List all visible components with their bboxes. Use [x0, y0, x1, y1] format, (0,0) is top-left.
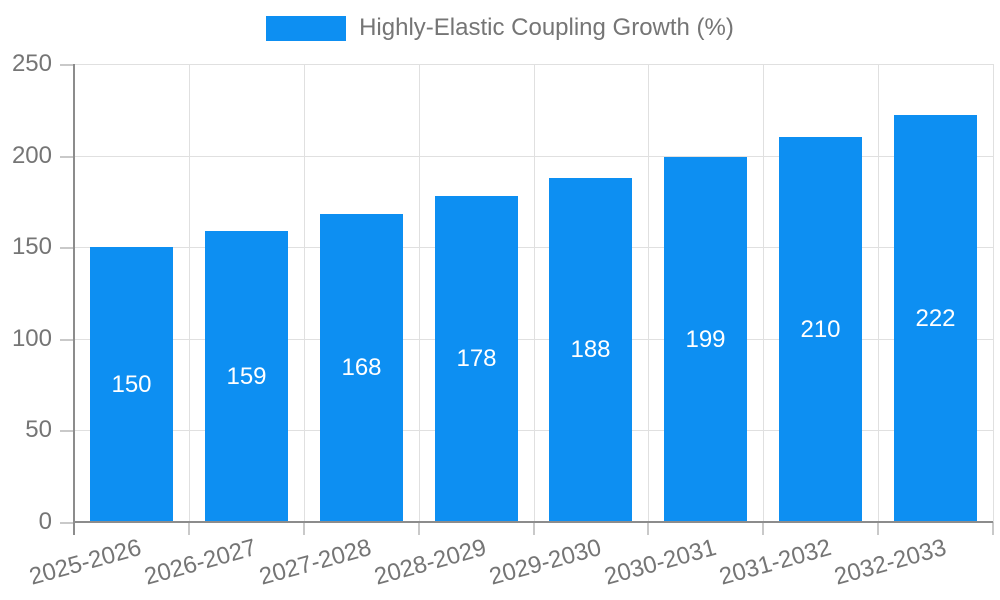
legend: Highly-Elastic Coupling Growth (%)	[0, 14, 1000, 42]
y-axis-label: 200	[11, 142, 52, 169]
bar	[779, 137, 862, 522]
y-axis-label: 100	[11, 325, 52, 352]
legend-label: Highly-Elastic Coupling Growth (%)	[359, 14, 734, 41]
y-axis-line	[73, 64, 75, 535]
x-axis-tick	[418, 522, 420, 535]
bar-value-label: 178	[456, 345, 497, 372]
y-axis-label: 50	[25, 416, 52, 443]
y-axis-label: 250	[11, 50, 52, 77]
bar-value-label: 188	[570, 336, 611, 363]
x-axis-line	[74, 521, 993, 523]
x-axis-tick	[533, 522, 535, 535]
bar	[320, 214, 403, 522]
x-gridline	[993, 64, 994, 522]
x-axis-tick	[303, 522, 305, 535]
x-axis-tick	[877, 522, 879, 535]
bar	[549, 178, 632, 522]
y-gridline	[74, 64, 993, 65]
bar-value-label: 159	[226, 363, 267, 390]
bar	[435, 196, 518, 522]
bar-value-label: 199	[685, 326, 726, 353]
y-axis-tick	[60, 339, 74, 341]
bar-value-label: 222	[915, 305, 956, 332]
y-axis-tick	[60, 64, 74, 66]
y-axis-label: 150	[11, 233, 52, 260]
y-axis-tick	[60, 522, 74, 524]
x-axis-tick	[762, 522, 764, 535]
bar-value-label: 150	[111, 371, 152, 398]
x-axis-tick	[188, 522, 190, 535]
bar	[664, 157, 747, 522]
bar	[90, 247, 173, 522]
x-gridline	[419, 64, 420, 522]
y-gridline	[74, 430, 993, 431]
x-gridline	[189, 64, 190, 522]
x-axis-tick	[647, 522, 649, 535]
bar	[894, 115, 977, 522]
x-axis-tick	[992, 522, 994, 535]
y-gridline	[74, 339, 993, 340]
y-gridline	[74, 247, 993, 248]
y-axis-tick	[60, 247, 74, 249]
y-axis-label: 0	[38, 508, 52, 535]
bar	[205, 231, 288, 522]
bar-value-label: 210	[800, 316, 841, 343]
x-gridline	[648, 64, 649, 522]
y-gridline	[74, 156, 993, 157]
x-gridline	[878, 64, 879, 522]
bar-value-label: 168	[341, 354, 382, 381]
x-gridline	[763, 64, 764, 522]
x-gridline	[304, 64, 305, 522]
y-axis-tick	[60, 156, 74, 158]
legend-swatch	[266, 15, 347, 41]
x-gridline	[534, 64, 535, 522]
y-axis-tick	[60, 430, 74, 432]
